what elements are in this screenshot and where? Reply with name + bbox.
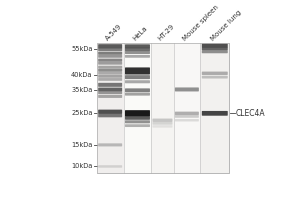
FancyBboxPatch shape [125,44,150,48]
Text: 35kDa: 35kDa [71,87,93,93]
FancyBboxPatch shape [98,110,122,114]
Bar [97,43,124,173]
FancyBboxPatch shape [98,72,122,75]
FancyBboxPatch shape [202,44,228,48]
FancyBboxPatch shape [202,47,228,50]
Bar [152,43,173,173]
FancyBboxPatch shape [125,75,150,79]
FancyBboxPatch shape [98,83,122,87]
FancyBboxPatch shape [98,55,122,58]
FancyBboxPatch shape [175,112,199,115]
Text: A-549: A-549 [105,23,123,42]
FancyBboxPatch shape [175,115,199,118]
Text: Mouse lung: Mouse lung [209,9,242,42]
FancyBboxPatch shape [98,69,122,72]
FancyBboxPatch shape [202,50,228,53]
FancyBboxPatch shape [125,51,150,54]
Text: 25kDa: 25kDa [71,110,93,116]
Text: 10kDa: 10kDa [71,163,93,169]
FancyBboxPatch shape [152,119,172,122]
FancyBboxPatch shape [125,116,150,120]
FancyBboxPatch shape [125,93,150,96]
FancyBboxPatch shape [98,75,122,78]
Text: 15kDa: 15kDa [71,142,93,148]
FancyBboxPatch shape [175,119,199,121]
Bar [97,43,229,173]
FancyBboxPatch shape [202,72,228,75]
FancyBboxPatch shape [98,44,122,48]
Text: Mouse spleen: Mouse spleen [182,4,220,42]
FancyBboxPatch shape [98,52,122,55]
FancyBboxPatch shape [98,48,122,51]
Bar [173,43,200,173]
FancyBboxPatch shape [202,111,228,116]
FancyBboxPatch shape [175,87,199,91]
FancyBboxPatch shape [98,165,122,168]
FancyBboxPatch shape [152,122,172,125]
FancyBboxPatch shape [125,67,150,75]
Text: CLEC4A: CLEC4A [236,109,266,118]
Text: 40kDa: 40kDa [71,72,93,78]
Text: HT-29: HT-29 [157,23,176,42]
FancyBboxPatch shape [98,62,122,65]
FancyBboxPatch shape [125,80,150,83]
FancyBboxPatch shape [98,143,122,146]
FancyBboxPatch shape [98,88,122,91]
Bar [97,43,229,173]
FancyBboxPatch shape [125,110,150,116]
FancyBboxPatch shape [98,91,122,94]
FancyBboxPatch shape [202,76,228,79]
FancyBboxPatch shape [125,55,150,58]
FancyBboxPatch shape [98,114,122,117]
FancyBboxPatch shape [98,66,122,69]
FancyBboxPatch shape [125,88,150,92]
FancyBboxPatch shape [125,124,150,127]
FancyBboxPatch shape [125,48,150,51]
FancyBboxPatch shape [98,78,122,81]
FancyBboxPatch shape [125,120,150,123]
FancyBboxPatch shape [98,95,122,98]
FancyBboxPatch shape [98,59,122,62]
Text: HeLa: HeLa [132,25,149,42]
FancyBboxPatch shape [152,125,172,128]
Text: 55kDa: 55kDa [71,46,93,52]
Bar [124,43,152,173]
Bar [200,43,229,173]
